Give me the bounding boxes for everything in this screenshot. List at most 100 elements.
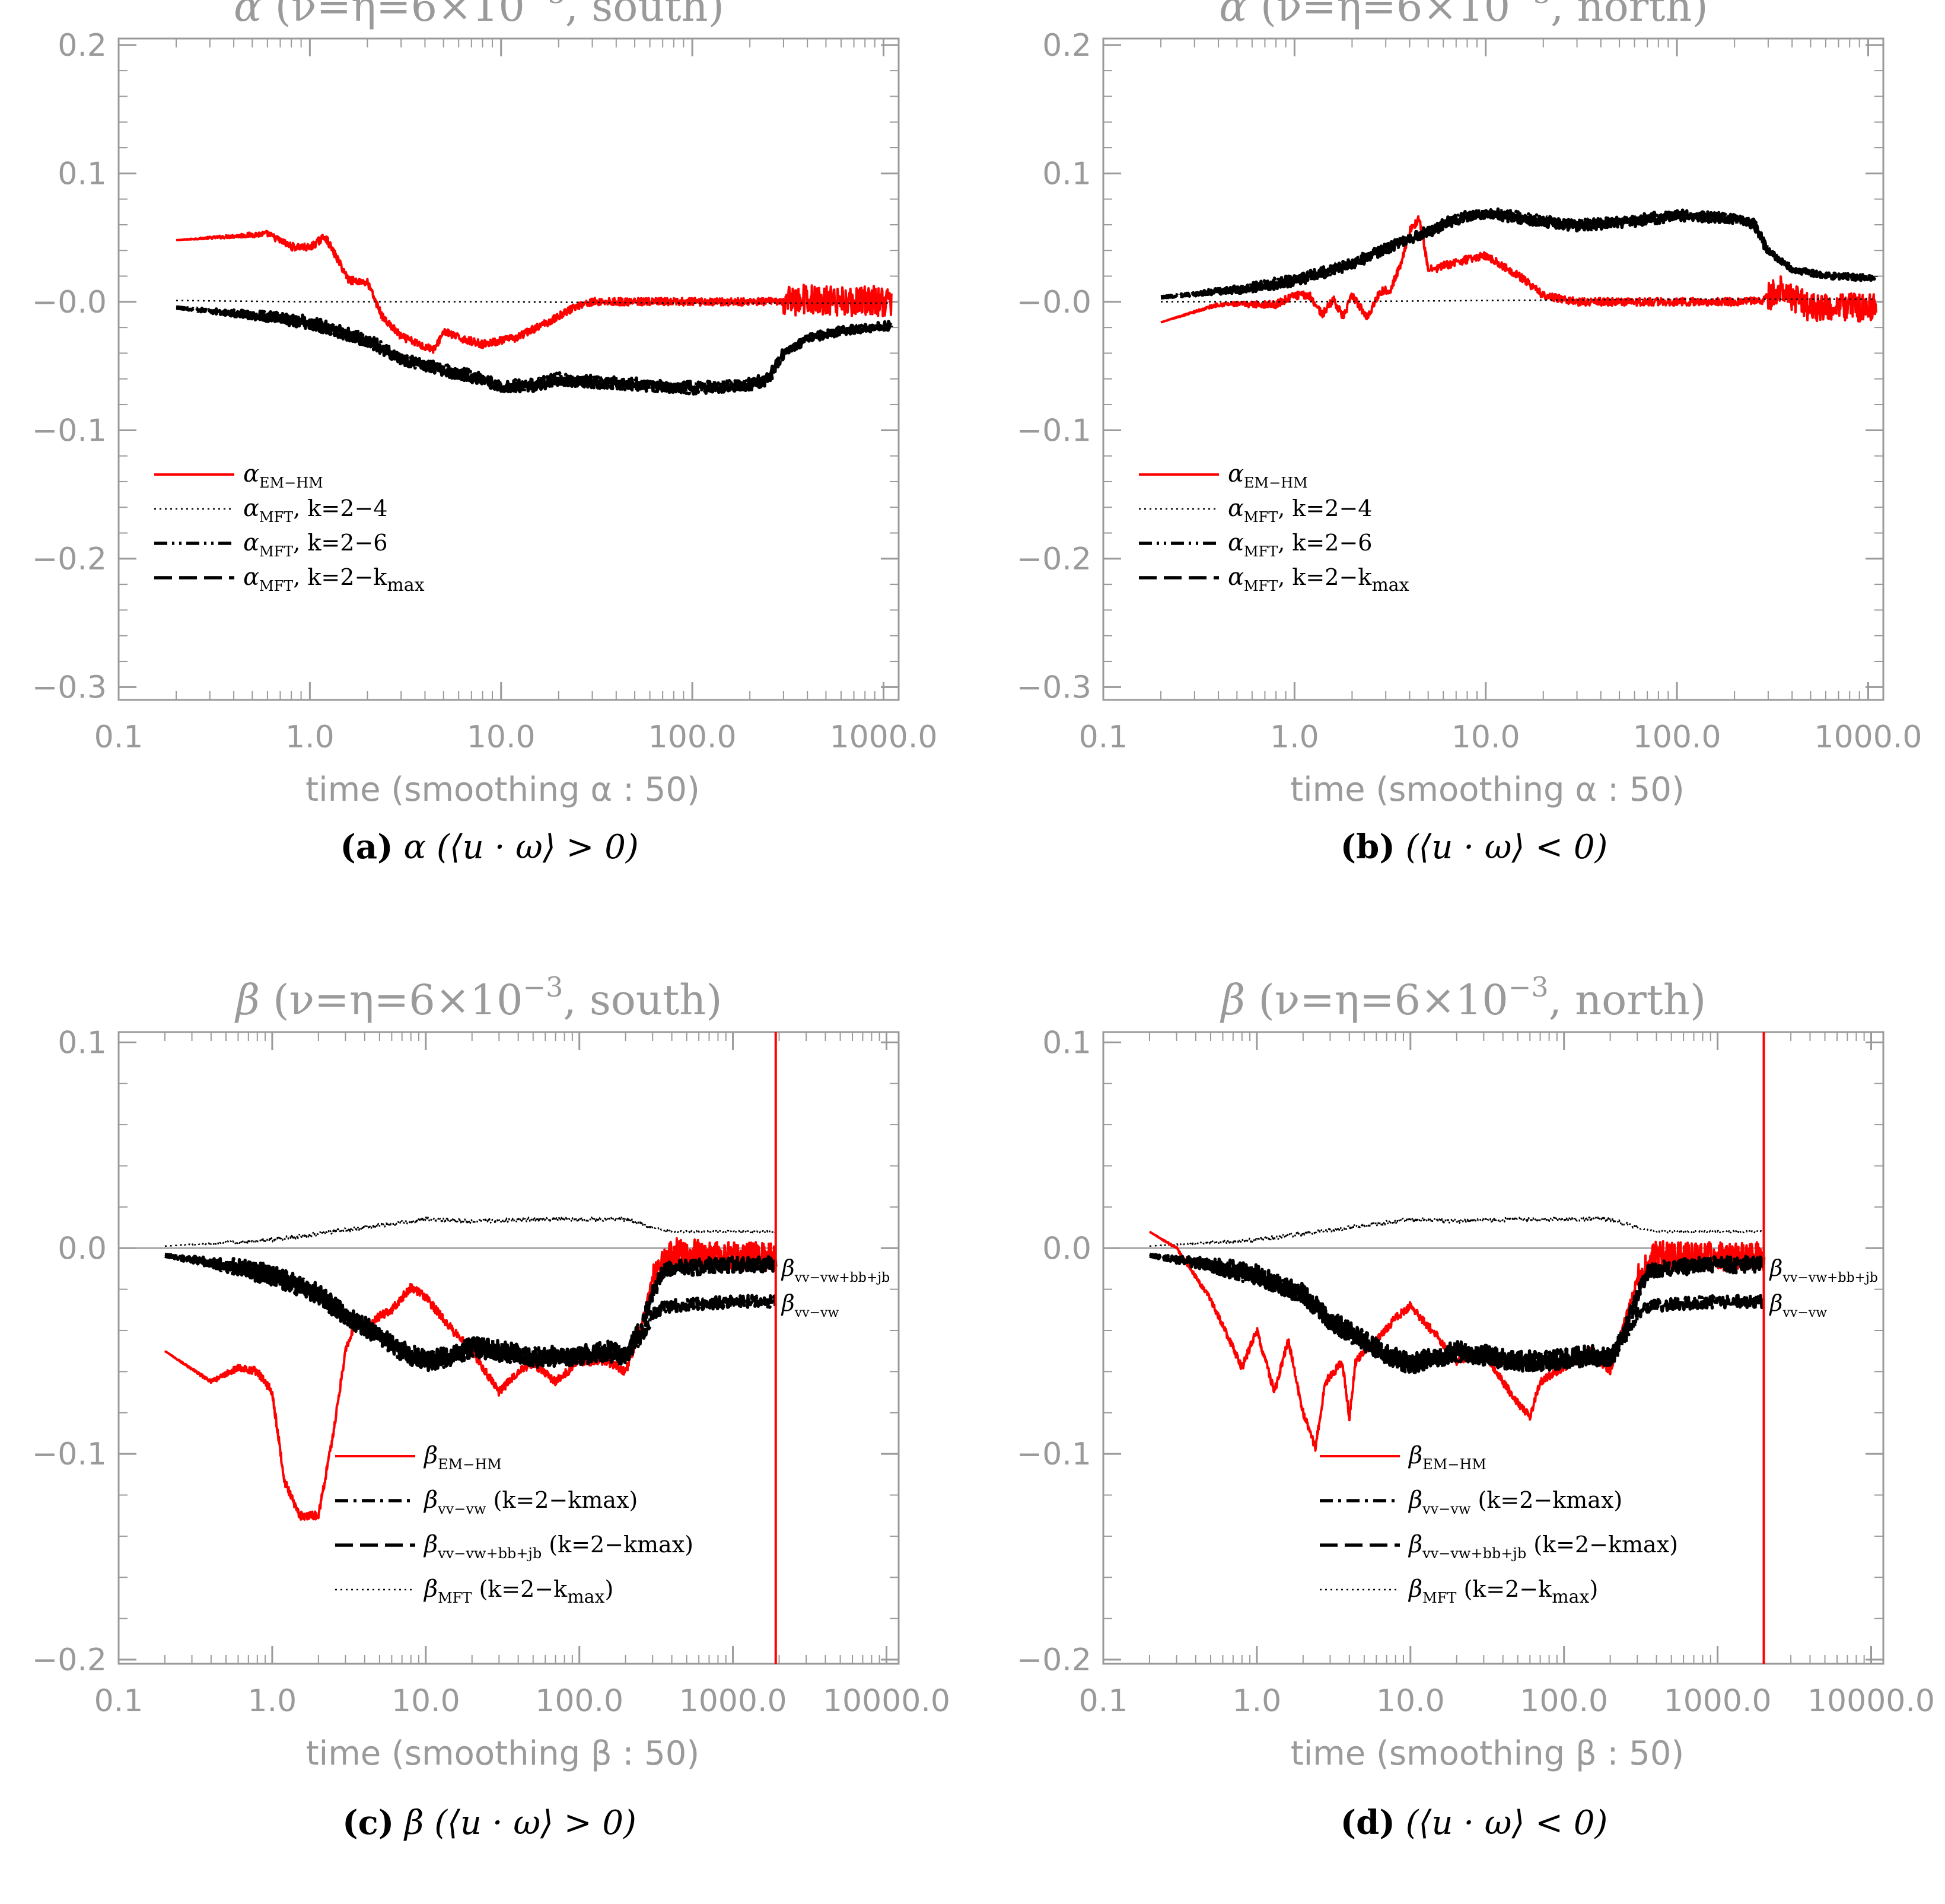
- caption-b: (b) (⟨u · ω⟩ < 0): [985, 827, 1945, 867]
- x-tick-label: 1000.0: [1814, 719, 1922, 755]
- x-tick-label: 10000.0: [823, 1683, 950, 1719]
- y-tick-label: 0.1: [58, 1025, 107, 1061]
- x-tick-label: 10.0: [391, 1683, 460, 1719]
- chart-b-svg: α (ν=η=6×10−3, north) 0.1 1.0 10.0 100.0 1000…: [1017, 0, 1922, 809]
- x-tick-label: 100.0: [535, 1683, 623, 1719]
- y-tick-label: −0.0: [1017, 285, 1091, 320]
- series-a-dashed: [175, 306, 893, 396]
- legend-label: αMFT, k=2−4: [243, 495, 387, 526]
- x-tick-label: 10000.0: [1807, 1683, 1935, 1719]
- chart-c-xlabel: time (smoothing β : 50): [306, 1734, 700, 1773]
- x-tick-label: 10.0: [1376, 1683, 1445, 1719]
- caption-c-text: β (⟨u · ω⟩ > 0): [394, 1804, 636, 1842]
- legend-label: βMFT (k=2−kmax): [1408, 1575, 1598, 1607]
- y-tick-label: −0.2: [1017, 542, 1091, 577]
- series-end-label: βvv−vw+bb+jb: [1769, 1255, 1878, 1285]
- series-b-dotted: [1160, 298, 1877, 303]
- legend-label: αMFT, k=2−4: [1228, 495, 1372, 526]
- x-tick-label: 0.1: [94, 719, 144, 755]
- panel-c: β (ν=η=6×10−3, south) 0.1 1.0 10.0 100.0 1000…: [0, 973, 979, 1904]
- y-tick-label: 0.0: [1042, 1231, 1091, 1266]
- legend-label: βvv−vw+bb+jb (k=2−kmax): [1408, 1531, 1678, 1562]
- chart-a-xlabel: time (smoothing α : 50): [305, 770, 700, 809]
- y-tick-label: −0.3: [1017, 670, 1091, 705]
- chart-c-frame: [117, 1031, 900, 1665]
- x-tick-label: 1.0: [1270, 719, 1319, 755]
- y-tick-label: −0.2: [1017, 1642, 1091, 1678]
- caption-a-text: α (⟨u · ω⟩ > 0): [393, 828, 639, 867]
- legend-label: αEM−HM: [243, 460, 323, 491]
- chart-b-title: α (ν=η=6×10−3, north): [1219, 0, 1708, 31]
- y-tick-label: −0.1: [1017, 413, 1091, 448]
- series-b-solid-red: [1160, 215, 1877, 324]
- x-tick-label: 1.0: [1233, 1683, 1282, 1719]
- panel-b: α (ν=η=6×10−3, north) 0.1 1.0 10.0 100.0 1000…: [985, 0, 1945, 931]
- legend-label: βvv−vw (k=2−kmax): [1408, 1486, 1622, 1517]
- chart-a-title: α (ν=η=6×10−3, south): [234, 0, 724, 31]
- series-a-dotted: [176, 300, 892, 304]
- legend-label: αMFT, k=2−6: [1228, 529, 1372, 560]
- y-tick-label: −0.1: [1017, 1437, 1091, 1472]
- caption-d-tag: (d): [1340, 1803, 1395, 1842]
- series-b-dashed: [1160, 208, 1877, 300]
- legend-label: αMFT, k=2−6: [243, 529, 387, 560]
- x-tick-label: 1000.0: [829, 719, 937, 755]
- y-tick-label: 0.1: [58, 156, 107, 192]
- x-tick-label: 100.0: [1520, 1683, 1608, 1719]
- caption-a-tag: (a): [340, 827, 393, 867]
- chart-a-svg: α (ν=η=6×10−3, south) 0.1 1.0 10.0 100.0 1000…: [32, 0, 938, 809]
- y-tick-label: 0.2: [1042, 28, 1091, 63]
- y-tick-label: −0.2: [32, 542, 107, 577]
- caption-a: (a) α (⟨u · ω⟩ > 0): [0, 827, 979, 867]
- legend-label: αMFT, k=2−kmax: [1228, 563, 1409, 596]
- y-tick-label: 0.1: [1042, 1025, 1091, 1061]
- caption-d-text: (⟨u · ω⟩ < 0): [1395, 1804, 1608, 1842]
- x-tick-label: 1000.0: [679, 1683, 787, 1719]
- legend-label: βEM−HM: [423, 1442, 502, 1473]
- x-tick-label: 0.1: [1079, 1683, 1128, 1719]
- x-tick-label: 1000.0: [1664, 1683, 1772, 1719]
- legend-label: βEM−HM: [1408, 1442, 1486, 1473]
- series-end-label: βvv−vw: [1769, 1290, 1828, 1320]
- y-tick-label: −0.3: [32, 670, 107, 705]
- x-tick-label: 10.0: [467, 719, 536, 755]
- caption-b-text: (⟨u · ω⟩ < 0): [1395, 828, 1608, 867]
- x-tick-label: 100.0: [648, 719, 737, 755]
- chart-b-xlabel: time (smoothing α : 50): [1290, 770, 1685, 809]
- legend-label: βvv−vw+bb+jb (k=2−kmax): [423, 1531, 693, 1562]
- series-end-label: βvv−vw: [781, 1290, 839, 1320]
- chart-c-svg: β (ν=η=6×10−3, south) 0.1 1.0 10.0 100.0 1000…: [32, 973, 950, 1773]
- y-tick-label: 0.1: [1042, 156, 1091, 192]
- x-tick-label: 0.1: [94, 1683, 144, 1719]
- series-d-dashdot: [1148, 1255, 1766, 1375]
- panel-a: α (ν=η=6×10−3, south) 0.1 1.0 10.0 100.0 1000…: [0, 0, 979, 931]
- series-c-dashdot: [163, 1255, 778, 1373]
- x-tick-label: 10.0: [1451, 719, 1520, 755]
- legend-label: βvv−vw (k=2−kmax): [423, 1486, 638, 1517]
- chart-a-frame: [117, 37, 900, 701]
- x-tick-label: 1.0: [248, 1683, 297, 1719]
- y-tick-label: −0.1: [32, 413, 107, 448]
- y-tick-label: −0.2: [32, 1642, 107, 1678]
- caption-b-tag: (b): [1340, 827, 1395, 867]
- panel-d: β (ν=η=6×10−3, north) 0.1 1.0 10.0 100.0 1000…: [985, 973, 1945, 1904]
- series-d-solid-red: [1148, 1230, 1765, 1452]
- caption-c: (c) β (⟨u · ω⟩ > 0): [0, 1803, 979, 1842]
- y-tick-label: −0.0: [32, 285, 107, 320]
- chart-d-svg: β (ν=η=6×10−3, north) 0.1 1.0 10.0 100.0 1000…: [1017, 973, 1935, 1773]
- chart-d-xlabel: time (smoothing β : 50): [1291, 1734, 1685, 1773]
- legend-label: αEM−HM: [1228, 460, 1308, 491]
- x-tick-label: 1.0: [285, 719, 335, 755]
- y-tick-label: 0.2: [58, 28, 107, 63]
- series-end-label: βvv−vw+bb+jb: [781, 1255, 890, 1285]
- y-tick-label: 0.0: [58, 1231, 107, 1266]
- chart-b-frame: [1102, 37, 1884, 701]
- x-tick-label: 0.1: [1079, 719, 1128, 755]
- caption-d: (d) (⟨u · ω⟩ < 0): [985, 1803, 1945, 1842]
- y-tick-label: −0.1: [32, 1437, 107, 1472]
- caption-c-tag: (c): [342, 1803, 394, 1842]
- series-a-solid-red: [175, 230, 893, 354]
- legend-label: αMFT, k=2−kmax: [243, 563, 425, 596]
- chart-c-title: β (ν=η=6×10−3, south): [234, 973, 722, 1024]
